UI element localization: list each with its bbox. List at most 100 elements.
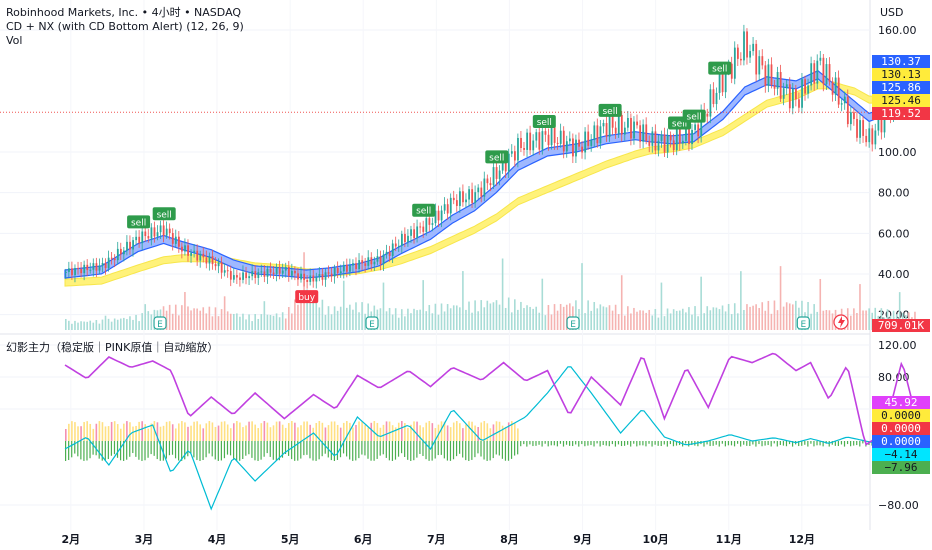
volume-legend[interactable]: Vol: [6, 34, 23, 47]
sell-signal[interactable]: sell: [127, 215, 151, 229]
hist-bar-neg: [846, 441, 849, 445]
hist-bar-pos: [132, 426, 134, 441]
volume-bar: [575, 300, 577, 330]
earnings-marker[interactable]: E: [566, 316, 580, 330]
hist-bar-neg: [315, 441, 317, 461]
volume-bar: [813, 304, 815, 330]
volume-bar: [168, 304, 171, 330]
volume-bar: [355, 302, 357, 330]
candle-body: [740, 58, 742, 61]
candle-body: [202, 253, 205, 258]
hist-bar-neg: [101, 441, 103, 461]
volume-bar: [315, 294, 318, 330]
hist-bar-pos: [71, 421, 73, 441]
hist-bar-neg: [220, 441, 222, 461]
volume-bar: [819, 278, 822, 330]
volume-bar: [776, 310, 779, 330]
candle-body: [165, 228, 168, 236]
signal-label: sell: [537, 118, 552, 128]
sell-signal[interactable]: sell: [682, 109, 706, 123]
volume-bar: [312, 298, 315, 330]
signal-badge: [295, 290, 319, 304]
earnings-marker[interactable]: E: [153, 316, 167, 330]
hist-bar-neg: [440, 441, 442, 455]
sell-signal[interactable]: sell: [598, 103, 622, 117]
hist-bar-neg: [171, 441, 174, 455]
buy-signal[interactable]: buy: [295, 290, 319, 304]
volume-bar: [691, 314, 693, 330]
hist-bar-pos: [95, 423, 98, 441]
candle-body: [492, 167, 495, 186]
volume-bar: [98, 323, 101, 330]
sell-signal[interactable]: sell: [412, 203, 436, 217]
candle-body: [489, 183, 492, 186]
hist-bar-neg: [239, 441, 241, 461]
earnings-marker[interactable]: E: [365, 316, 379, 330]
earnings-marker[interactable]: E: [796, 316, 810, 330]
indicator-value-pill: −7.96: [872, 461, 930, 474]
hist-bar-neg: [510, 441, 513, 459]
sell-signal[interactable]: sell: [485, 150, 509, 164]
signal-label: sell: [157, 210, 172, 220]
volume-bar: [682, 308, 684, 330]
signal-label: sell: [712, 65, 727, 75]
hist-bar-neg: [553, 441, 555, 446]
hist-bar-neg: [394, 441, 397, 460]
volume-bar: [779, 266, 782, 330]
volume-bar: [419, 309, 421, 330]
volume-bar: [587, 300, 589, 330]
volume-bar: [758, 307, 760, 330]
candle-body: [828, 64, 831, 82]
sell-signal[interactable]: sell: [532, 115, 556, 129]
hist-bar-neg: [184, 441, 186, 460]
hist-bar-neg: [486, 441, 488, 461]
lower-indicator-title[interactable]: 幻影主力（稳定版｜PINK原值｜自动缩放）: [6, 341, 219, 354]
hist-bar-neg: [361, 441, 363, 455]
candle-body: [239, 277, 241, 280]
sell-signal[interactable]: sell: [708, 61, 732, 75]
candle-body: [593, 125, 596, 141]
candle-body: [575, 139, 577, 157]
hist-bar-neg: [480, 441, 482, 457]
alert-lightning-icon[interactable]: [833, 314, 849, 330]
hist-bar-neg: [743, 441, 745, 445]
symbol-title[interactable]: Robinhood Markets, Inc. • 4小时 • NASDAQ: [6, 6, 242, 19]
volume-bar: [559, 303, 562, 330]
volume-bar: [782, 306, 785, 330]
hist-bar-pos: [379, 427, 382, 441]
hist-bar-neg: [86, 441, 88, 461]
indicator-legend[interactable]: CD + NX (with CD Bottom Alert) (12, 26, …: [6, 20, 244, 33]
candle-body: [565, 141, 568, 152]
volume-bar: [627, 306, 629, 330]
hist-bar-neg: [853, 441, 855, 446]
hist-bar-neg: [150, 441, 152, 455]
candle-body: [663, 134, 666, 153]
candle-body: [730, 63, 733, 79]
volume-bar: [544, 315, 547, 330]
sell-signal[interactable]: sell: [152, 207, 176, 221]
candle-body: [639, 125, 642, 142]
hist-bar-pos: [77, 426, 79, 441]
hist-bar-neg: [284, 441, 287, 455]
candle-body: [459, 191, 461, 206]
volume-bar: [700, 276, 702, 330]
hist-bar-pos: [431, 423, 434, 441]
candle-body: [205, 257, 208, 264]
hist-bar-pos: [211, 422, 214, 441]
hist-bar-neg: [303, 441, 305, 456]
hist-bar-pos: [190, 425, 192, 441]
hist-bar-pos: [236, 421, 238, 441]
volume-bar: [868, 308, 870, 330]
candle-body: [715, 92, 718, 105]
volume-bar: [199, 310, 201, 330]
candle-body: [529, 132, 532, 151]
volume-bar: [281, 312, 284, 330]
candle-body: [764, 65, 767, 86]
hist-bar-neg: [349, 441, 351, 460]
hist-bar-pos: [517, 428, 519, 441]
hist-bar-pos: [260, 423, 263, 441]
hist-bar-pos: [129, 422, 131, 441]
volume-bar: [71, 323, 73, 330]
candle-body: [153, 227, 156, 237]
